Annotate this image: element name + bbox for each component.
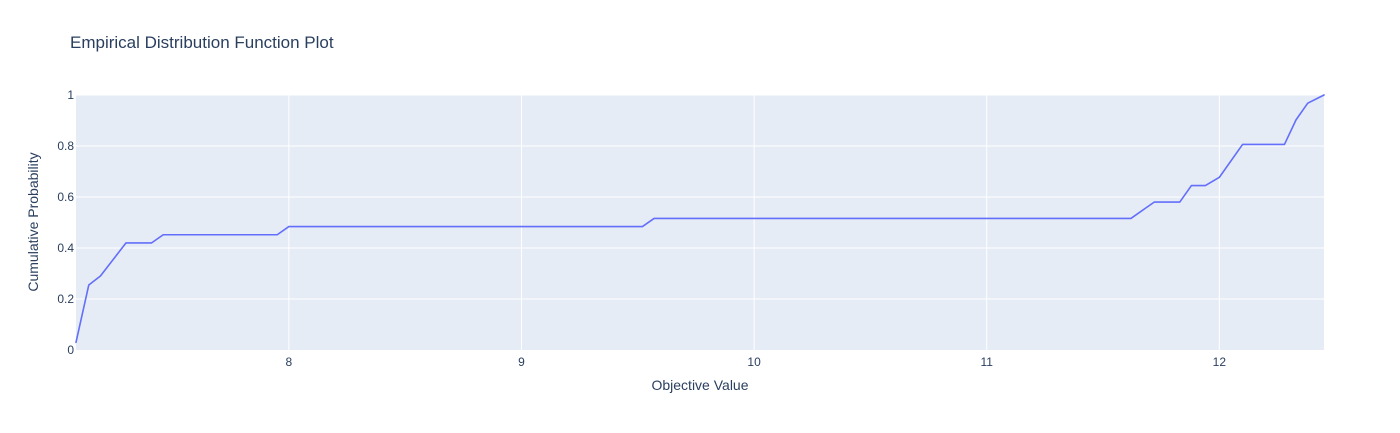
x-tick-label: 9 <box>518 355 525 369</box>
y-tick-label: 0.6 <box>57 190 74 204</box>
y-tick-label: 1 <box>67 88 74 102</box>
y-tick-label: 0.4 <box>57 241 74 255</box>
x-tick-label: 10 <box>747 355 761 369</box>
plot-area <box>76 95 1324 350</box>
x-axis-title: Objective Value <box>651 377 748 393</box>
grid <box>76 94 1324 350</box>
y-axis-ticks: 0 0.2 0.4 0.6 0.8 1 <box>57 88 74 357</box>
x-tick-label: 8 <box>286 355 293 369</box>
series-layer <box>75 94 1325 344</box>
y-axis-title: Cumulative Probability <box>25 152 41 291</box>
x-axis-ticks: 8 9 10 11 12 <box>286 355 1227 369</box>
x-tick-label: 12 <box>1213 355 1227 369</box>
x-tick-label: 11 <box>980 355 993 369</box>
y-tick-label: 0.2 <box>57 292 74 306</box>
ecdf-series-line <box>75 94 1325 344</box>
y-tick-label: 0 <box>67 343 74 357</box>
y-tick-label: 0.8 <box>57 139 74 153</box>
chart-title: Empirical Distribution Function Plot <box>70 33 334 52</box>
